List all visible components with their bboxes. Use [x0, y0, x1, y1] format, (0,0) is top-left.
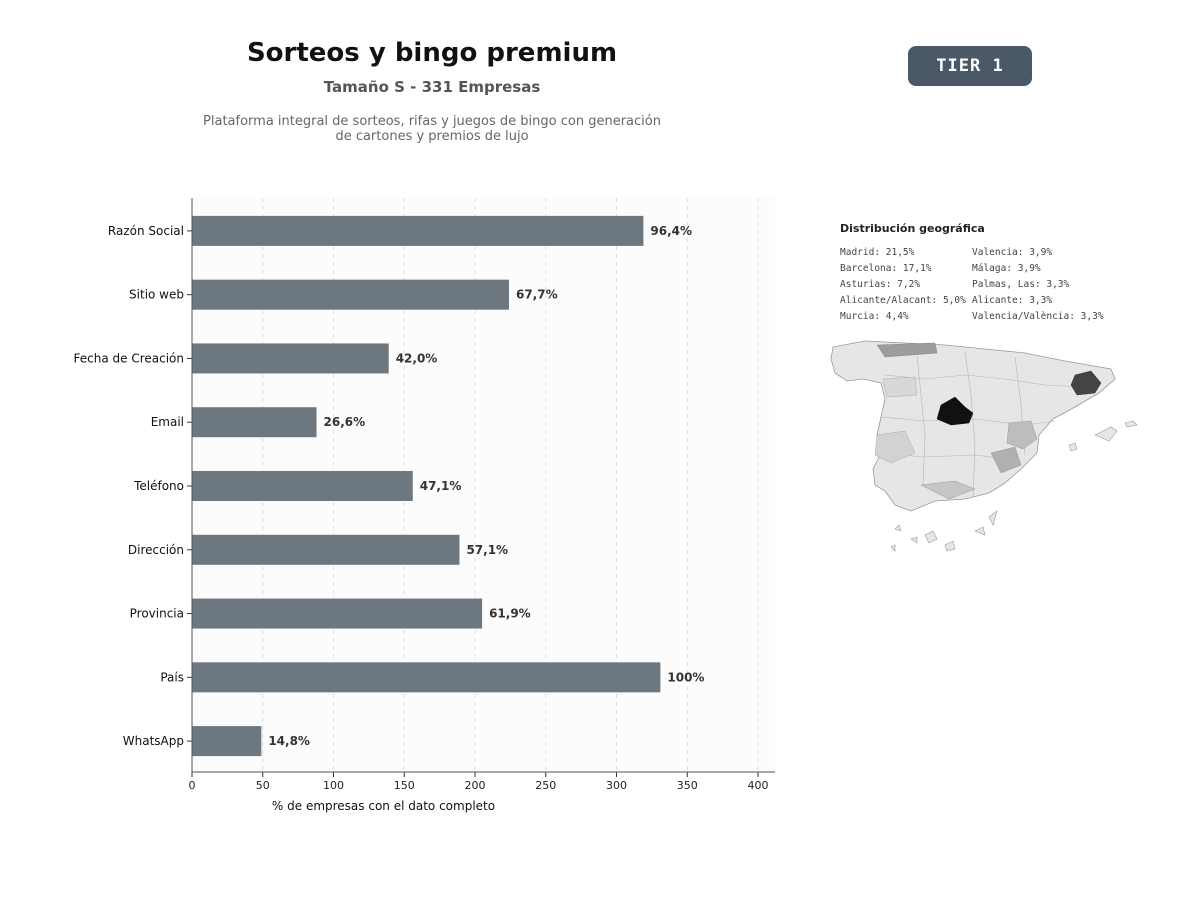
map-region-madrid	[936, 396, 974, 426]
geo-item: Valencia: 3,9%	[972, 247, 1053, 258]
bar	[192, 726, 262, 757]
bar	[192, 598, 483, 629]
y-tick-label: Dirección	[128, 543, 184, 557]
bar	[192, 215, 644, 246]
bar	[192, 471, 413, 501]
page-title: Sorteos y bingo premium	[246, 38, 618, 68]
data-label: 96,4%	[650, 224, 692, 238]
geo-title: Distribución geográfica	[840, 222, 985, 235]
bar	[192, 343, 389, 374]
x-tick-label: 0	[189, 779, 196, 792]
y-tick-label: Teléfono	[133, 479, 184, 493]
y-tick-label: WhatsApp	[123, 734, 184, 748]
y-tick-label: Email	[151, 415, 184, 429]
map-canary-islands	[890, 510, 998, 552]
data-label: 67,7%	[516, 288, 558, 302]
data-label: 42,0%	[396, 351, 438, 365]
map-balearic-islands	[1068, 420, 1138, 452]
page-description: Plataforma integral de sorteos, rifas y …	[182, 114, 682, 144]
bar	[192, 662, 661, 693]
x-tick-label: 200	[465, 779, 486, 792]
bar-chart: 0 50 100 150 200 250 300 350 400 Razón Social 96,4…	[74, 198, 775, 813]
y-tick-label: Provincia	[130, 607, 184, 621]
spain-map-icon	[830, 340, 1138, 552]
tier-badge: TIER 1	[908, 46, 1032, 86]
geo-item: Valencia/València: 3,3%	[972, 311, 1104, 322]
map-mainland	[830, 340, 1116, 512]
data-label: 14,8%	[268, 734, 310, 748]
x-tick-label: 150	[394, 779, 415, 792]
map-region-murcia	[920, 480, 976, 500]
map-region-valencia	[1006, 420, 1038, 450]
geo-item: Alicante/Alacant: 5,0%	[840, 295, 966, 306]
x-tick-label: 250	[535, 779, 556, 792]
y-tick-label: País	[160, 670, 184, 684]
map-region-west	[874, 430, 916, 464]
data-label: 26,6%	[324, 415, 366, 429]
geo-item: Palmas, Las: 3,3%	[972, 279, 1070, 290]
page-subtitle: Tamaño S - 331 Empresas	[323, 78, 541, 96]
map-region-north	[882, 376, 918, 398]
map-region-barcelona	[1070, 370, 1102, 396]
x-tick-label: 400	[748, 779, 769, 792]
geo-column-left: Madrid: 21,5% Barcelona: 17,1% Asturias:…	[840, 246, 966, 326]
geo-item: Málaga: 3,9%	[972, 263, 1041, 274]
data-label: 47,1%	[420, 479, 462, 493]
bar	[192, 279, 509, 310]
map-region-alicante	[990, 446, 1022, 474]
data-label: 61,9%	[489, 607, 531, 621]
x-tick-label: 350	[677, 779, 698, 792]
geo-item: Alicante: 3,3%	[972, 295, 1053, 306]
data-label: 57,1%	[466, 543, 508, 557]
x-tick-label: 50	[256, 779, 270, 792]
x-axis-label: % de empresas con el dato completo	[272, 799, 495, 813]
description-line-1: Plataforma integral de sorteos, rifas y …	[203, 114, 661, 129]
geo-item: Murcia: 4,4%	[840, 311, 909, 322]
bar	[192, 534, 460, 565]
y-tick-label: Sitio web	[129, 288, 184, 302]
geo-column-right: Valencia: 3,9% Málaga: 3,9% Palmas, Las:…	[972, 246, 1104, 326]
y-tick-label: Fecha de Creación	[74, 351, 184, 365]
geo-item: Barcelona: 17,1%	[840, 263, 932, 274]
bar	[192, 407, 317, 438]
geo-item: Madrid: 21,5%	[840, 247, 915, 258]
description-line-2: de cartones y premios de lujo	[335, 129, 529, 144]
geo-item: Asturias: 7,2%	[840, 279, 921, 290]
map-region-asturias	[876, 342, 938, 358]
data-label: 100%	[667, 670, 704, 684]
x-tick-label: 100	[323, 779, 344, 792]
y-tick-label: Razón Social	[108, 224, 184, 238]
x-tick-label: 300	[606, 779, 627, 792]
